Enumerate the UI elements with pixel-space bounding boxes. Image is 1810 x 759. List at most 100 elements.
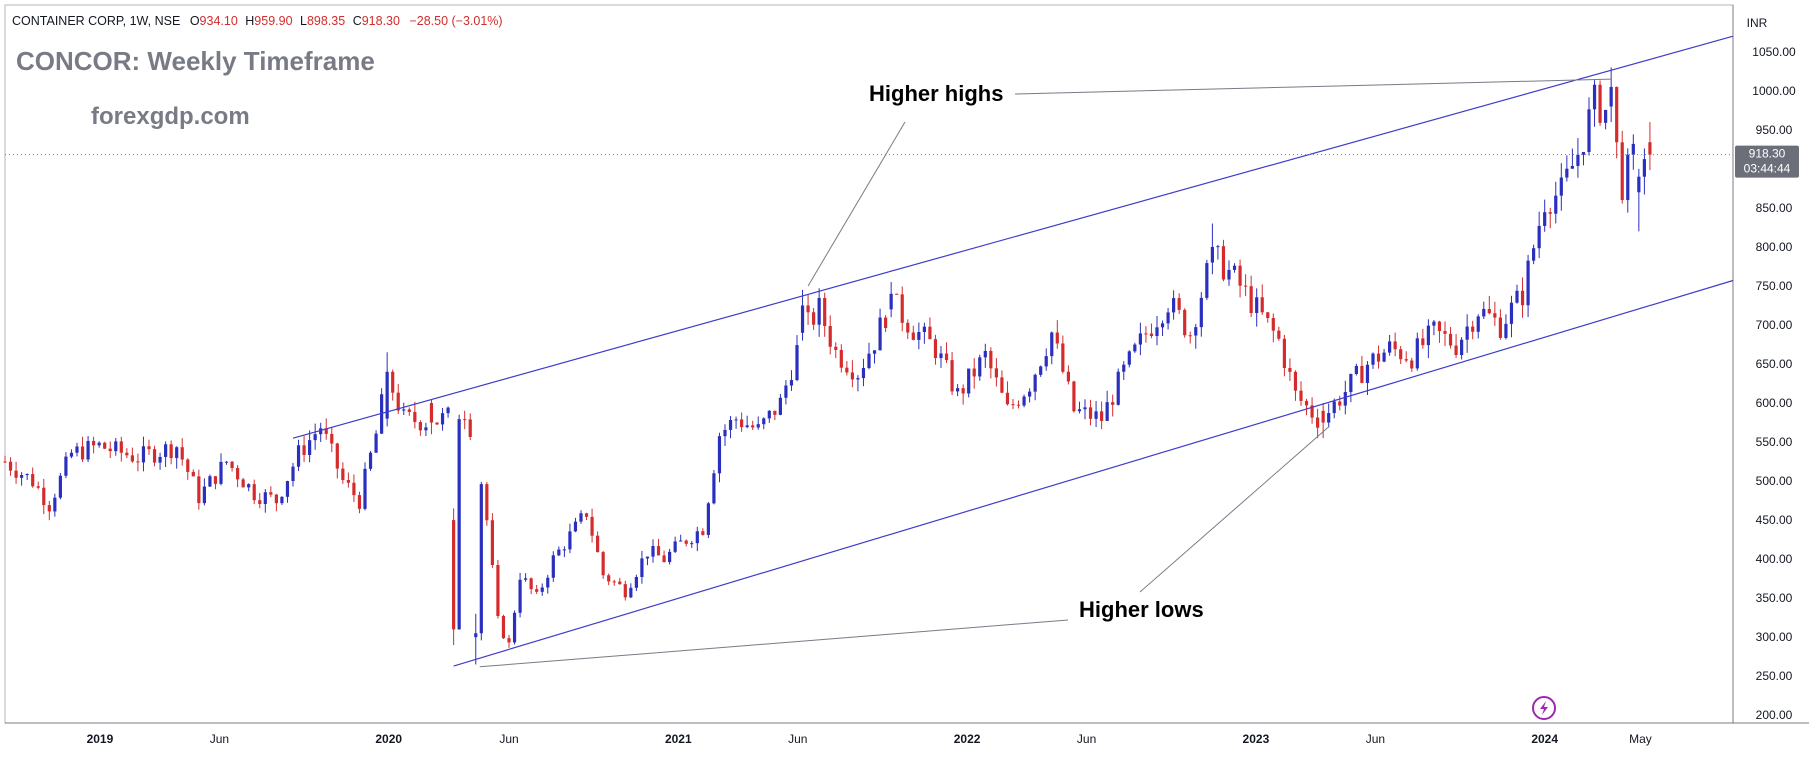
candle	[496, 559, 500, 619]
symbol-line: CONTAINER CORP, 1W, NSE	[12, 14, 180, 28]
symbol-header[interactable]: CONTAINER CORP, 1W, NSE O934.10 H959.90 …	[12, 14, 503, 28]
candle	[839, 344, 843, 373]
candle	[540, 583, 544, 596]
candle	[1388, 334, 1392, 356]
candle	[1637, 168, 1641, 232]
candle	[1515, 284, 1519, 304]
candle	[236, 465, 240, 488]
candle	[1066, 365, 1070, 385]
candle	[1000, 370, 1004, 394]
candle	[917, 322, 921, 350]
candle	[302, 435, 306, 463]
site-watermark: forexgdp.com	[91, 103, 250, 130]
candle	[1111, 394, 1115, 417]
candle	[845, 361, 849, 376]
candle	[1282, 334, 1286, 377]
candle	[468, 413, 472, 441]
candle	[850, 360, 854, 388]
x-tick-label: Jun	[788, 732, 807, 746]
candle	[1581, 151, 1586, 166]
candle	[1559, 163, 1563, 211]
candle	[983, 343, 987, 368]
candle	[1055, 320, 1059, 349]
candle	[784, 380, 788, 405]
candle	[108, 441, 112, 458]
candle	[357, 491, 362, 514]
chart-title: CONCOR: Weekly Timeframe	[16, 46, 375, 76]
candle	[1122, 361, 1126, 381]
candle	[1404, 351, 1408, 363]
candle	[1100, 401, 1104, 430]
candle	[1626, 148, 1630, 213]
candle	[656, 538, 661, 556]
candle	[402, 402, 406, 416]
candle	[485, 482, 489, 526]
lightning-icon[interactable]	[1532, 696, 1556, 720]
candle	[872, 350, 877, 364]
y-tick-label: 700.00	[1756, 318, 1793, 332]
y-tick-label: 250.00	[1756, 669, 1793, 683]
candle	[1349, 373, 1353, 403]
candle	[1050, 331, 1054, 365]
x-tick-label: Jun	[499, 732, 518, 746]
price-axis[interactable]: 1050.001000.00950.00900.00850.00800.0075…	[1752, 45, 1796, 722]
candle	[1116, 368, 1120, 406]
currency-label[interactable]: INR	[1747, 16, 1768, 30]
candle	[1465, 314, 1469, 353]
candle	[1160, 320, 1165, 337]
candle	[341, 462, 345, 484]
candle	[263, 489, 267, 513]
candle	[1393, 332, 1397, 357]
x-tick-label: 2022	[954, 732, 981, 746]
lower-channel-line	[453, 279, 1734, 667]
candle	[1194, 323, 1198, 349]
candle	[274, 493, 278, 512]
candle	[1554, 181, 1558, 224]
candle	[1210, 223, 1214, 275]
candle	[186, 458, 190, 480]
candle	[80, 436, 85, 462]
candle	[1421, 328, 1425, 349]
x-tick-label: Jun	[1366, 732, 1385, 746]
last-price-countdown: 03:44:44	[1744, 162, 1791, 176]
candle	[97, 441, 101, 448]
candle	[258, 493, 262, 509]
candle	[3, 455, 7, 463]
candle	[590, 508, 594, 543]
candle	[778, 394, 782, 416]
candle	[867, 342, 871, 370]
candle	[213, 475, 218, 490]
open-label: O	[190, 14, 200, 28]
candle	[42, 478, 46, 515]
candle	[1504, 314, 1508, 340]
candle	[208, 474, 212, 487]
candle	[247, 483, 251, 492]
candle	[740, 412, 744, 432]
candle	[1094, 401, 1098, 428]
candle	[695, 526, 699, 552]
candle	[1005, 381, 1010, 406]
candle	[1432, 320, 1436, 336]
candle	[1526, 254, 1530, 318]
candle	[1149, 323, 1154, 339]
candle	[1382, 348, 1386, 363]
y-tick-label: 400.00	[1756, 552, 1793, 566]
candle	[601, 550, 605, 579]
candle	[706, 501, 710, 539]
candle	[1127, 350, 1131, 368]
candle	[1232, 263, 1237, 273]
candle	[1105, 390, 1109, 422]
candle	[1565, 155, 1569, 182]
time-axis[interactable]: 2019 Jun 2020 Jun 2021 Jun 2022 Jun 2023 Jun 2024 M…	[87, 732, 1652, 746]
candle	[53, 493, 57, 517]
candle	[967, 368, 971, 398]
candle	[1532, 244, 1536, 265]
candle	[1399, 346, 1403, 365]
candle	[1033, 373, 1037, 401]
candle	[789, 370, 794, 391]
candle	[1016, 400, 1021, 409]
candle	[690, 540, 694, 548]
candle	[457, 414, 461, 630]
candle	[994, 358, 998, 387]
